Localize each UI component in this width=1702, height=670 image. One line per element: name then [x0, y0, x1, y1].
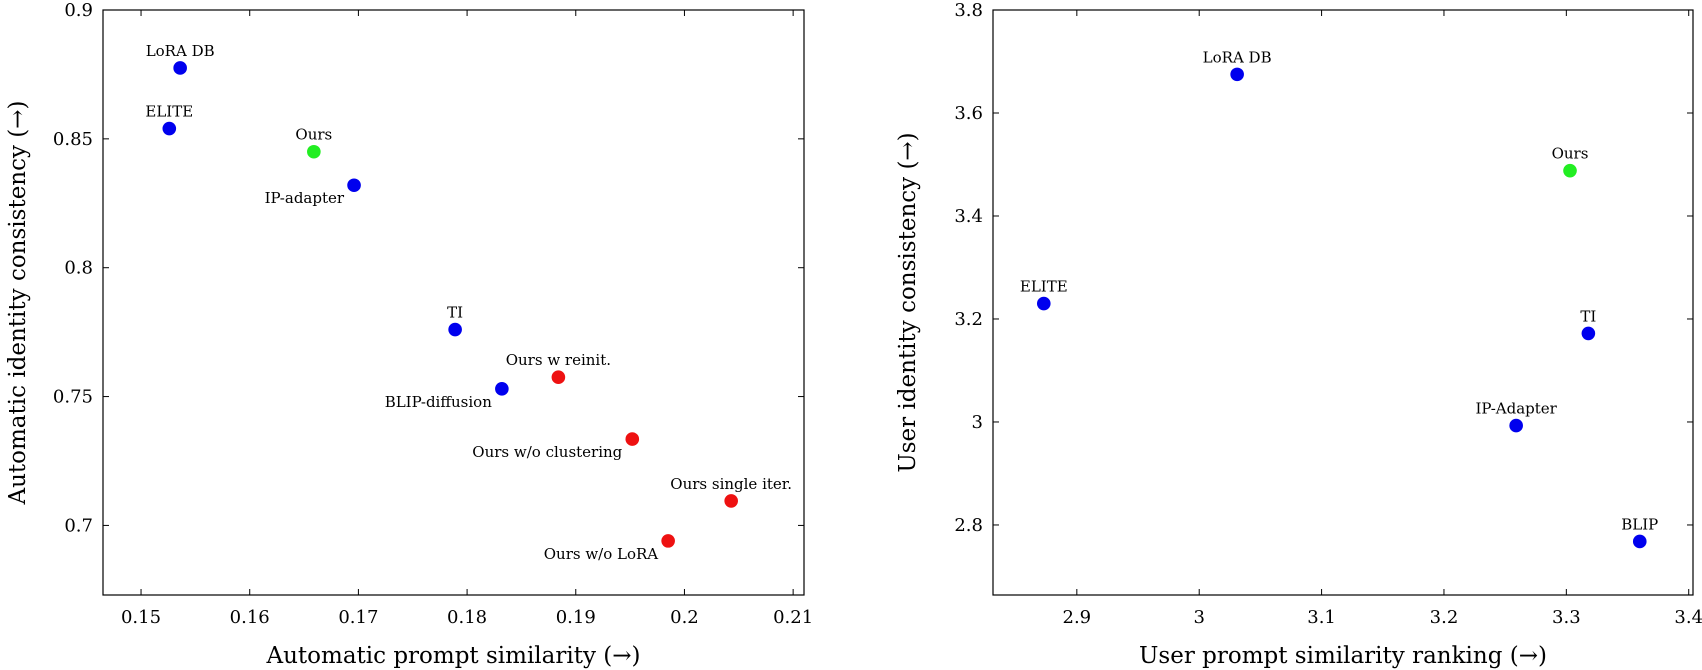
x-tick-label: 0.18	[447, 607, 487, 628]
y-tick-label: 3.4	[954, 206, 983, 227]
x-tick-label: 3.1	[1307, 607, 1336, 628]
point-elite	[162, 121, 177, 136]
x-tick-label: 2.9	[1063, 607, 1092, 628]
plot-frame	[992, 9, 1694, 596]
x-tick-label: 3.4	[1674, 607, 1702, 628]
y-tick-label: 2.8	[954, 515, 983, 536]
x-axis-label: Automatic prompt similarity (→)	[266, 643, 641, 669]
y-tick-label: 0.9	[64, 0, 93, 21]
point-label-ours: Ours	[295, 126, 332, 144]
point-label-ip-adapter: IP-Adapter	[1476, 400, 1558, 418]
point-label-ours-w-o-lora: Ours w/o LoRA	[544, 545, 659, 563]
point-label-ours-w-reinit: Ours w reinit.	[506, 351, 611, 369]
point-ti	[1581, 326, 1596, 341]
y-tick-label: 0.7	[64, 515, 93, 536]
point-label-blip-diffusion: BLIP-diffusion	[385, 393, 492, 411]
x-tick-label: 0.21	[773, 607, 813, 628]
x-tick-label: 0.15	[121, 607, 161, 628]
x-tick-label: 0.16	[230, 607, 270, 628]
plot-frame	[102, 9, 805, 596]
point-label-ours-single-iter: Ours single iter.	[670, 475, 792, 493]
y-tick-label: 3	[972, 412, 983, 433]
point-ours-w-o-lora	[661, 534, 675, 548]
point-ip-adapter	[347, 178, 361, 193]
x-axis-label: User prompt similarity ranking (→)	[1139, 643, 1547, 669]
point-label-lora-db: LoRA DB	[146, 42, 215, 60]
point-blip	[1632, 534, 1647, 549]
point-label-ours: Ours	[1552, 145, 1589, 163]
y-tick-label: 0.8	[64, 258, 93, 279]
point-lora-db	[1230, 67, 1244, 82]
x-tick-label: 3	[1193, 607, 1204, 628]
point-ti	[448, 322, 462, 337]
point-label-lora-db: LoRA DB	[1203, 48, 1272, 66]
y-axis-label: Automatic identity consistency (→)	[5, 100, 31, 505]
point-ours-single-iter	[724, 494, 738, 508]
y-tick-label: 3.8	[954, 0, 983, 21]
chart-panel-1: 0.15 0.16 0.17 0.18 0.19 0.2 0.21 0.7 0.75 0.8 0.8…	[5, 0, 813, 669]
point-label-ip-adapter: IP-adapter	[265, 189, 345, 207]
y-axis-label: User identity consistency (→)	[895, 132, 921, 472]
chart-panel-2: 2.9 3 3.1 3.2 3.3 3.4 2.8 3 3.2 3.4 3.6 3.8 User pro…	[895, 0, 1702, 669]
point-label-blip: BLIP	[1621, 515, 1658, 533]
point-ours	[1563, 163, 1577, 178]
point-label-elite: ELITE	[1020, 278, 1068, 296]
point-label-elite: ELITE	[145, 103, 193, 121]
point-ours	[307, 144, 321, 159]
y-tick-label: 0.75	[53, 387, 93, 408]
point-lora-db	[173, 61, 187, 75]
x-tick-label: 3.3	[1552, 607, 1581, 628]
x-tick-label: 3.2	[1430, 607, 1459, 628]
point-label-ti: TI	[447, 304, 463, 322]
y-tick-label: 0.85	[53, 129, 93, 150]
x-tick-label: 0.17	[338, 607, 378, 628]
point-elite	[1036, 296, 1051, 311]
y-tick-label: 3.2	[954, 309, 983, 330]
point-blip-diffusion	[495, 382, 509, 396]
y-tick-label: 3.6	[954, 103, 983, 124]
point-ip-adapter	[1509, 418, 1523, 433]
point-ours-w-reinit	[551, 370, 566, 385]
x-tick-label: 0.19	[556, 607, 596, 628]
x-tick-label: 0.2	[670, 607, 699, 628]
point-ours-w-o-clustering	[625, 432, 640, 446]
point-label-ti: TI	[1580, 307, 1596, 325]
point-label-ours-w-o-clustering: Ours w/o clustering	[472, 443, 622, 461]
